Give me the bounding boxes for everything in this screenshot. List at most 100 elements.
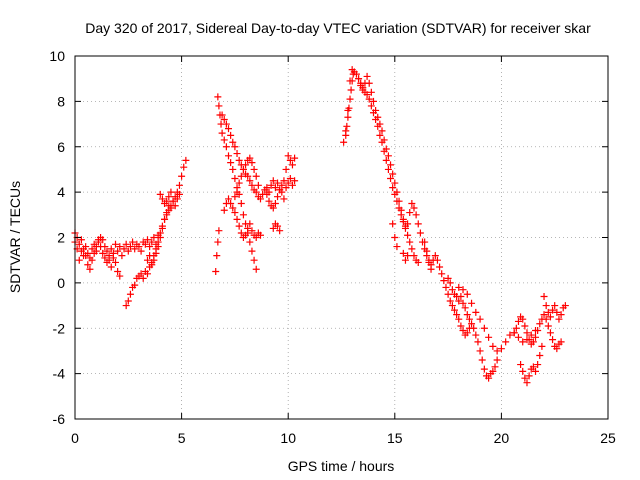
data-point-marker: [408, 199, 416, 207]
data-point-marker: [158, 224, 166, 232]
data-point-marker: [391, 179, 399, 187]
data-point-marker: [376, 120, 384, 128]
data-point-marker: [122, 302, 130, 310]
data-point-marker: [497, 345, 505, 353]
data-point-marker: [231, 209, 239, 217]
data-point-marker: [389, 220, 397, 228]
data-point-marker: [225, 125, 233, 133]
data-point-marker: [218, 111, 226, 119]
data-point-marker: [406, 209, 414, 217]
data-point-marker: [519, 338, 527, 346]
data-point-marker: [88, 245, 96, 253]
data-point-marker: [468, 320, 476, 328]
data-point-marker: [457, 292, 465, 300]
data-point-marker: [455, 297, 463, 305]
data-point-marker: [239, 211, 247, 219]
data-point-marker: [355, 75, 363, 83]
data-point-marker: [288, 161, 296, 169]
data-point-marker: [165, 193, 173, 201]
data-point-marker: [158, 195, 166, 203]
data-point-marker: [551, 302, 559, 310]
data-point-marker: [399, 215, 407, 223]
data-point-marker: [92, 243, 100, 251]
data-point-marker: [453, 311, 461, 319]
data-point-marker: [135, 243, 143, 251]
data-point-marker: [84, 261, 92, 269]
data-point-marker: [248, 227, 256, 235]
data-point-marker: [491, 363, 499, 371]
data-point-marker: [103, 247, 111, 255]
data-point-marker: [412, 211, 420, 219]
data-point-marker: [519, 315, 527, 323]
data-point-marker: [143, 236, 151, 244]
data-point-marker: [220, 136, 228, 144]
data-point-marker: [252, 188, 260, 196]
data-point-marker: [237, 172, 245, 180]
data-point-marker: [274, 193, 282, 201]
data-point-marker: [88, 256, 96, 264]
data-point-marker: [280, 177, 288, 185]
data-point-marker: [242, 231, 250, 239]
data-point-marker: [468, 299, 476, 307]
data-point-marker: [173, 195, 181, 203]
data-point-marker: [137, 270, 145, 278]
data-point-marker: [472, 331, 480, 339]
data-point-marker: [387, 175, 395, 183]
data-point-marker: [352, 70, 360, 78]
data-point-marker: [382, 156, 390, 164]
data-point-marker: [150, 256, 158, 264]
data-point-marker: [399, 249, 407, 257]
data-point-marker: [367, 102, 375, 110]
data-point-marker: [124, 297, 132, 305]
data-point-marker: [137, 247, 145, 255]
data-point-marker: [346, 95, 354, 103]
chart-title: Day 320 of 2017, Sidereal Day-to-day VTE…: [85, 20, 591, 36]
data-point-marker: [248, 159, 256, 167]
data-point-marker: [523, 379, 531, 387]
data-point-marker: [378, 127, 386, 135]
data-point-marker: [265, 197, 273, 205]
x-tick-label: 20: [494, 430, 510, 446]
data-point-marker: [459, 327, 467, 335]
data-point-marker: [340, 138, 348, 146]
axis-ticks: 0 5 10 15 20 25 -6 -4 -2 0 2 4 6 8 10: [49, 48, 616, 446]
data-point-marker: [525, 372, 533, 380]
data-point-marker: [363, 91, 371, 99]
data-point-marker: [231, 143, 239, 151]
data-point-marker: [540, 311, 548, 319]
data-point-marker: [167, 188, 175, 196]
data-point-marker: [271, 199, 279, 207]
data-point-marker: [163, 209, 171, 217]
data-point-marker: [101, 243, 109, 251]
data-point-marker: [274, 179, 282, 187]
data-point-marker: [212, 268, 220, 276]
data-point-marker: [444, 290, 452, 298]
data-point-marker: [242, 161, 250, 169]
data-point-marker: [480, 365, 488, 373]
y-tick-label: 4: [57, 184, 65, 200]
data-point-marker: [427, 261, 435, 269]
data-point-marker: [493, 347, 501, 355]
data-point-marker: [278, 181, 286, 189]
data-point-marker: [442, 283, 450, 291]
data-point-marker: [532, 367, 540, 375]
data-point-marker: [246, 238, 254, 246]
data-point-marker: [107, 263, 115, 271]
data-point-marker: [252, 172, 260, 180]
data-point-marker: [225, 195, 233, 203]
data-point-marker: [470, 324, 478, 332]
data-point-marker: [369, 97, 377, 105]
data-point-marker: [389, 170, 397, 178]
data-point-marker: [256, 231, 264, 239]
series-track-h: [212, 152, 299, 276]
data-point-marker: [472, 308, 480, 316]
data-point-marker: [380, 136, 388, 144]
x-axis-label: GPS time / hours: [288, 458, 395, 474]
data-point-marker: [363, 72, 371, 80]
x-tick-label: 0: [71, 430, 79, 446]
data-point-marker: [448, 286, 456, 294]
data-point-marker: [120, 245, 128, 253]
data-point-marker: [536, 351, 544, 359]
data-point-marker: [246, 220, 254, 228]
data-point-marker: [512, 324, 520, 332]
